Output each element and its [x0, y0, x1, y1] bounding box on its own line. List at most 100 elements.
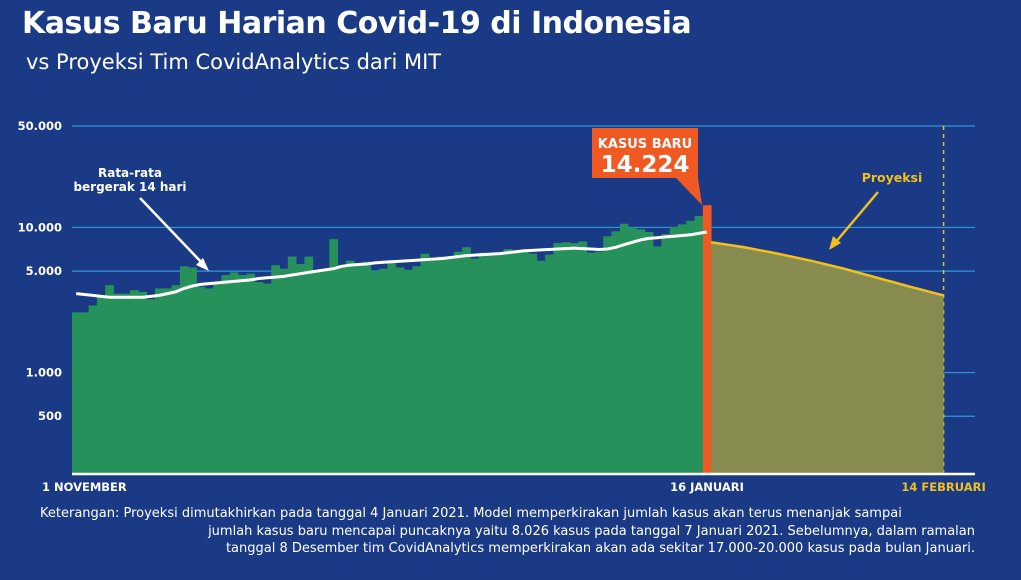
projection-arrowhead: [829, 236, 841, 250]
bar: [196, 286, 206, 474]
bar: [644, 232, 654, 474]
projection-arrow: [834, 191, 879, 244]
chart-subtitle: vs Proyeksi Tim CovidAnalytics dari MIT: [26, 50, 442, 74]
x-tick-label: 16 JANUARI: [670, 480, 744, 494]
bar: [96, 295, 106, 474]
bar: [470, 258, 480, 474]
bar: [536, 260, 546, 474]
axis-labels: 500 1.000 5.000 10.000 50.000 1 NOVEMBER 16 JA…: [18, 119, 986, 494]
bar: [437, 256, 446, 474]
bar: [238, 275, 247, 474]
footnote-line-3: tanggal 8 Desember tim CovidAnalytics me…: [225, 541, 975, 556]
bar: [553, 243, 563, 474]
bar: [561, 242, 571, 474]
bar: [213, 282, 222, 474]
bar: [445, 258, 455, 474]
bar: [619, 223, 629, 474]
bar: [204, 288, 214, 474]
bar: [636, 229, 646, 474]
moving-average-arrowhead: [196, 258, 209, 271]
bar: [520, 250, 529, 474]
bar: [594, 251, 604, 474]
bar: [312, 269, 322, 474]
moving-average-arrow: [139, 197, 204, 265]
bar: [113, 293, 123, 474]
y-tick-label: 50.000: [18, 119, 62, 133]
bar: [478, 252, 488, 474]
bar: [379, 268, 388, 474]
bar: [72, 312, 81, 474]
bar: [511, 251, 521, 474]
projection-area: [710, 241, 944, 474]
bar: [138, 291, 148, 474]
footnote-line-1: Keterangan: Proyeksi dimutakhirkan pada …: [40, 506, 902, 521]
x-tick-label: 14 FEBRUARI: [901, 480, 985, 494]
bar: [661, 234, 671, 474]
y-tick-label: 500: [38, 409, 62, 423]
bar: [669, 226, 679, 474]
bar: [586, 252, 596, 474]
bar: [163, 288, 173, 474]
bar: [503, 249, 513, 474]
moving-average-label-2: bergerak 14 hari: [73, 180, 186, 194]
callout-pointer: [676, 178, 702, 205]
bar: [155, 288, 164, 474]
bar: [88, 305, 98, 474]
projection-line: [710, 241, 944, 297]
bar: [296, 263, 305, 474]
bar: [453, 251, 463, 474]
bar: [487, 255, 496, 474]
bar: [246, 273, 256, 474]
bar: [321, 271, 330, 474]
bar: [628, 227, 637, 474]
y-tick-label: 5.000: [26, 264, 62, 278]
moving-average-line: [72, 230, 975, 476]
bar: [345, 260, 355, 474]
bar: [287, 256, 297, 474]
chart-title: Kasus Baru Harian Covid-19 di Indonesia: [22, 6, 692, 41]
bar: [221, 275, 231, 474]
callout-value: 14.224: [601, 152, 690, 178]
callout-title: KASUS BARU: [598, 137, 692, 152]
bar: [387, 261, 397, 474]
bar: [404, 269, 413, 474]
bar: [370, 271, 380, 474]
highlight-bar: [702, 205, 712, 474]
bar: [130, 290, 139, 474]
moving-average-path: [76, 230, 708, 299]
bar: [329, 239, 339, 474]
bar: [428, 260, 438, 474]
y-tick-label: 10.000: [18, 220, 62, 234]
bar: [528, 253, 538, 474]
projection-area-fill: [711, 242, 944, 474]
bar: [254, 282, 264, 474]
bar: [578, 241, 588, 474]
daily-cases-bars: [72, 205, 712, 474]
bar: [171, 285, 181, 474]
bar: [146, 299, 156, 474]
footnote: Keterangan: Proyeksi dimutakhirkan pada …: [40, 505, 975, 558]
bar: [179, 266, 189, 474]
bar: [395, 267, 405, 474]
bar: [677, 224, 687, 474]
callout-box: [592, 128, 698, 178]
bar: [304, 256, 314, 474]
bar: [188, 267, 197, 474]
bar: [570, 243, 579, 474]
moving-average-label: Rata-rata: [98, 166, 162, 180]
bar: [653, 246, 662, 474]
bar: [121, 293, 131, 474]
bar: [271, 265, 280, 474]
bar: [80, 312, 90, 474]
bar: [354, 263, 363, 474]
bar: [694, 215, 704, 474]
bar: [105, 285, 114, 474]
x-tick-label: 1 NOVEMBER: [42, 480, 127, 494]
bar: [495, 253, 505, 474]
bar: [337, 265, 347, 474]
bar: [262, 283, 272, 474]
bar: [603, 236, 612, 474]
bar: [229, 272, 239, 474]
footnote-line-2: jumlah kasus baru mencapai puncaknya yai…: [208, 523, 975, 539]
